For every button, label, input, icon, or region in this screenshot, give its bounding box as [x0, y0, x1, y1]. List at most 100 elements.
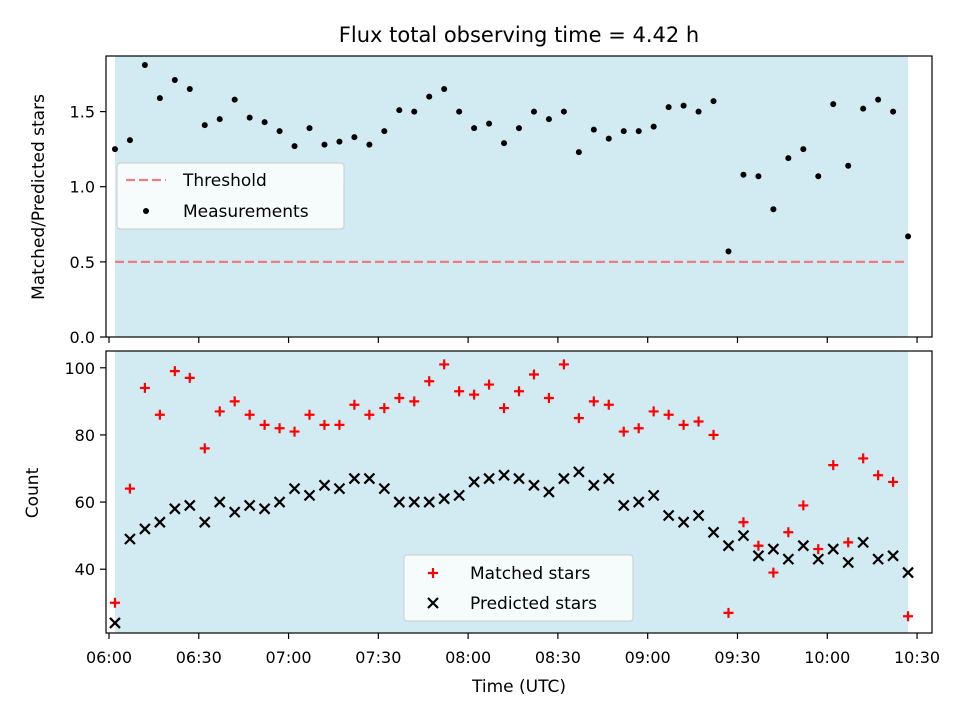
predicted-point [543, 486, 555, 498]
predicted-point [258, 503, 271, 515]
measurement-point [351, 134, 358, 141]
predicted-point [573, 466, 585, 478]
matched-point [184, 372, 195, 383]
y-tick-label: 1.5 [70, 103, 95, 122]
measurement-point [875, 96, 882, 103]
measurement-point [800, 146, 807, 153]
matched-point [873, 470, 884, 481]
x-tick-label: 07:00 [266, 648, 312, 667]
x-tick-label: 08:30 [535, 648, 581, 667]
predicted-point [139, 523, 151, 535]
y-tick-label: 1.0 [70, 178, 95, 197]
predicted-point [318, 479, 331, 492]
legend-matched-swatch [428, 568, 438, 578]
matched-point [768, 567, 779, 578]
predicted-point [827, 543, 840, 555]
predicted-point [692, 509, 705, 522]
predicted-point [243, 499, 256, 512]
matched-point [633, 423, 644, 434]
measurement-point [755, 173, 762, 180]
predicted-point [722, 539, 735, 552]
measurement-point [471, 125, 478, 132]
predicted-point [483, 472, 495, 485]
chart-title: Flux total observing time = 4.42 h [339, 23, 699, 47]
matched-point [603, 399, 614, 410]
predicted-point [303, 489, 316, 502]
predicted-point [228, 506, 241, 518]
predicted-point [647, 489, 660, 502]
matched-point [813, 544, 824, 555]
measurement-point [905, 233, 912, 240]
measurement-point [171, 77, 178, 84]
matched-point [888, 476, 899, 487]
matched-point [289, 426, 300, 437]
matched-point [514, 386, 524, 397]
matched-point [454, 386, 465, 397]
measurement-point [366, 141, 373, 148]
measurement-point [725, 248, 732, 255]
predicted-point [453, 489, 465, 502]
legend-threshold-label: Threshold [182, 171, 267, 191]
y-tick-label: 0.0 [70, 328, 95, 347]
legend: Threshold Measurements [116, 162, 345, 230]
predicted-point [393, 496, 406, 508]
measurement-point [680, 102, 687, 109]
top-panel: Matched/Predicted stars 0.0 0.5 1.0 1.5 Thre… [29, 55, 933, 347]
predicted-point [498, 469, 510, 481]
x-tick-label: 06:30 [176, 648, 222, 667]
measurement-point [815, 173, 822, 180]
measurement-point [665, 104, 672, 111]
matched-point [349, 399, 360, 410]
measurement-point [336, 138, 343, 145]
predicted-point [528, 479, 540, 492]
x-tick-label: 10:30 [894, 648, 940, 667]
matched-point [573, 413, 584, 424]
predicted-point [288, 482, 301, 495]
predicted-point [513, 472, 525, 485]
predicted-point [184, 499, 196, 512]
measurement-point [441, 86, 448, 93]
predicted-point [213, 496, 226, 508]
measurement-point [516, 125, 522, 132]
measurement-point [411, 108, 418, 115]
matched-point [439, 359, 450, 370]
matched-point [499, 403, 510, 414]
measurement-point [261, 119, 268, 126]
measurement-point [306, 125, 313, 132]
measurement-point [830, 101, 837, 108]
x-tick-label: 09:30 [714, 648, 760, 667]
matched-point [214, 406, 225, 417]
axes-frame [105, 350, 933, 634]
predicted-point [438, 492, 450, 505]
x-tick-label: 10:00 [804, 648, 850, 667]
predicted-point [124, 533, 136, 545]
top-ylabel: Matched/Predicted stars [29, 94, 49, 300]
measurement-point [530, 108, 537, 115]
matched-point [244, 409, 255, 420]
axes-frame [105, 55, 933, 338]
matched-point [229, 396, 240, 407]
predicted-point [363, 472, 376, 485]
predicted-point [378, 482, 391, 495]
predicted-point [752, 550, 765, 562]
y-tick-label: 80 [75, 426, 95, 445]
matched-point [364, 409, 375, 420]
matched-point [169, 366, 180, 377]
predicted-point [707, 526, 720, 539]
matched-point [199, 443, 210, 454]
measurement-point [201, 122, 208, 129]
bottom-panel: Count Time (UTC) 40 60 80 100 06:00 06:30 07:0… [23, 350, 940, 697]
predicted-point [842, 556, 854, 569]
matched-point [783, 527, 794, 538]
measurement-point [246, 114, 253, 121]
matched-point [723, 607, 734, 618]
matched-point [738, 517, 749, 528]
matched-point [424, 376, 435, 387]
predicted-point [558, 472, 570, 485]
predicted-point [632, 496, 645, 508]
predicted-point [468, 476, 480, 488]
measurement-point [710, 98, 717, 105]
legend: Matched stars Predicted stars [403, 554, 634, 622]
predicted-point [737, 529, 750, 542]
